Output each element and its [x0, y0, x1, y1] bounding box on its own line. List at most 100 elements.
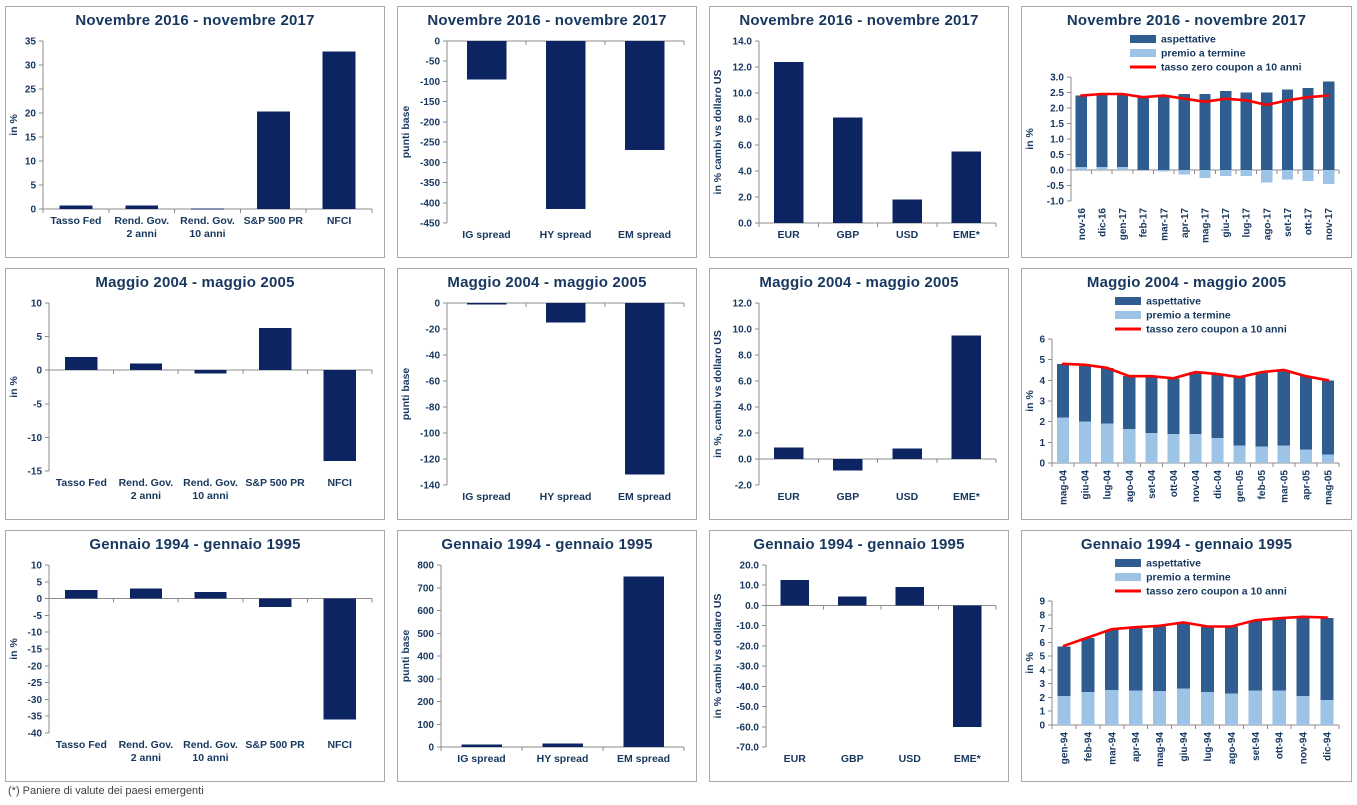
bar-premio-a-termine	[1079, 421, 1092, 463]
bar	[780, 580, 810, 606]
x-cat-label: ott-04	[1169, 470, 1180, 498]
x-cat-label: set-04	[1147, 470, 1158, 499]
bar-aspettative	[1116, 94, 1129, 167]
x-cat-label: mag-94	[1155, 732, 1166, 767]
bar-aspettative	[1158, 95, 1170, 170]
bar-premio-a-termine	[1255, 446, 1268, 463]
x-cat-label: ott-94	[1275, 732, 1286, 760]
x-cat-label: lug-94	[1203, 732, 1214, 762]
bar-premio-a-termine	[1129, 690, 1143, 725]
y-tick-label: -400	[420, 198, 440, 209]
chart-title: Maggio 2004 - maggio 2005	[759, 274, 959, 291]
x-cat-label: GBP	[836, 229, 859, 241]
y-tick-label: 5	[1039, 355, 1045, 366]
x-cat-label: EME*	[953, 491, 981, 503]
chart-title: Gennaio 1994 - gennaio 1995	[89, 536, 301, 553]
y-tick-label: 10.0	[733, 89, 753, 100]
x-cat-label: ago-17	[1262, 208, 1273, 241]
y-tick-label: 10.0	[733, 325, 753, 336]
y-tick-label: -140	[420, 481, 440, 492]
legend-swatch	[1129, 49, 1156, 57]
chart-canvas-tassi-nov2016: 3.0 2.5 2.0 1.5 1.0 0.5 0.0 -0.5 -1.0 aspettative…	[1022, 31, 1351, 249]
y-axis-title: in %	[1024, 128, 1036, 150]
bar	[129, 588, 163, 599]
bar-premio-a-termine	[1224, 693, 1238, 725]
legend-swatch	[1115, 297, 1142, 305]
bar-aspettative	[1219, 90, 1232, 170]
y-tick-label: -200	[420, 117, 440, 128]
bar-premio-a-termine	[1302, 170, 1314, 181]
bar-aspettative	[1323, 81, 1335, 170]
footnote-emerging-basket: (*) Paniere di valute dei paesi emergent…	[8, 785, 204, 797]
panel-mag2004-tassi: Maggio 2004 - maggio 2005 6 5 4 3 2 1 0 aspetta…	[1021, 268, 1352, 520]
bar-aspettative	[1096, 94, 1108, 167]
y-axis-title: in %	[8, 114, 20, 136]
bar-aspettative	[1189, 372, 1202, 435]
bar-premio-a-termine	[1101, 423, 1114, 463]
y-tick-label: 30	[25, 61, 37, 72]
y-axis-title: in %	[8, 638, 20, 660]
y-tick-label: 0	[30, 205, 36, 216]
tasso-zero-coupon-line	[1079, 92, 1331, 107]
bar	[833, 117, 863, 223]
y-tick-label: 10	[25, 157, 37, 168]
y-tick-label: 200	[417, 697, 434, 708]
bar	[65, 356, 98, 371]
x-cat-label: ago-94	[1227, 732, 1238, 765]
x-cat-label: EME*	[954, 753, 982, 765]
legend-swatch	[1115, 573, 1142, 581]
y-tick-label: 0	[1039, 721, 1045, 732]
y-tick-label: -40	[28, 729, 43, 740]
x-cat-label: nov-04	[1191, 470, 1202, 503]
bar	[951, 151, 982, 223]
y-tick-label: 500	[417, 629, 434, 640]
x-cat-label: apr-94	[1131, 732, 1142, 762]
legend-label: tasso zero coupon a 10 anni	[1146, 324, 1287, 336]
x-cat-label: Rend. Gov.	[119, 477, 174, 489]
y-tick-label: -450	[420, 219, 440, 230]
y-axis-title: punti base	[400, 630, 412, 683]
bar	[623, 576, 664, 747]
x-cat-label: S&P 500 PR	[244, 215, 304, 227]
legend-label: tasso zero coupon a 10 anni	[1161, 62, 1302, 74]
bar-premio-a-termine	[1248, 690, 1262, 725]
bar-premio-a-termine	[1116, 166, 1129, 170]
x-cat-label: IG spread	[457, 753, 505, 765]
bar	[545, 303, 586, 323]
bar-aspettative	[1105, 629, 1119, 690]
bar-aspettative	[1056, 363, 1070, 418]
charts-grid: Novembre 2016 - novembre 2017 35 30 25 20 15…	[5, 6, 1352, 782]
bar-aspettative	[1153, 626, 1167, 692]
x-cat-label: EM spread	[618, 229, 671, 241]
y-tick-label: 35	[25, 37, 37, 48]
legend-swatch	[1129, 35, 1156, 43]
bar-premio-a-termine	[1158, 170, 1170, 172]
y-tick-label: -30.0	[736, 662, 759, 673]
chart-canvas-cambi-gen1994: 20.0 10.0 0.0 -10.0 -20.0 -30.0 -40.0 -50.0 -60.…	[710, 555, 1008, 773]
y-tick-label: 3	[1039, 679, 1045, 690]
bar-premio-a-termine	[1277, 445, 1290, 463]
bar-aspettative	[1081, 638, 1095, 692]
bar	[129, 363, 163, 371]
bar	[191, 208, 224, 210]
y-tick-label: -50	[426, 57, 441, 68]
panel-mag2004-spread: Maggio 2004 - maggio 2005 0 -20 -40 -60 -80 -…	[397, 268, 697, 520]
y-tick-label: 4.0	[738, 403, 752, 414]
chart-svg: 800 700 600 500 400 300 200 100 0 IG spread HY spr…	[400, 561, 685, 765]
y-tick-label: 5	[36, 577, 42, 588]
chart-canvas-variazioni-nov2016: 35 30 25 20 15 10 5 0 Tasso Fed Rend. Gov. 2 anni R…	[6, 31, 384, 249]
y-tick-label: -30	[28, 695, 43, 706]
bar-aspettative	[1248, 620, 1262, 691]
bar	[256, 111, 290, 209]
x-cat-label: 2 anni	[131, 752, 161, 764]
y-axis-title: in % cambi vs dollaro US	[712, 594, 724, 719]
bar	[892, 448, 922, 459]
y-tick-label: -5	[33, 611, 42, 622]
bar	[624, 303, 665, 475]
chart-canvas-cambi-nov2016: 14.0 12.0 10.0 8.0 6.0 4.0 2.0 0.0 EUR GBP USD EME*…	[710, 31, 1008, 249]
bar	[952, 605, 982, 727]
y-tick-label: -60	[426, 377, 441, 388]
chart-title: Novembre 2016 - novembre 2017	[75, 12, 315, 29]
y-tick-label: 6.0	[738, 377, 752, 388]
